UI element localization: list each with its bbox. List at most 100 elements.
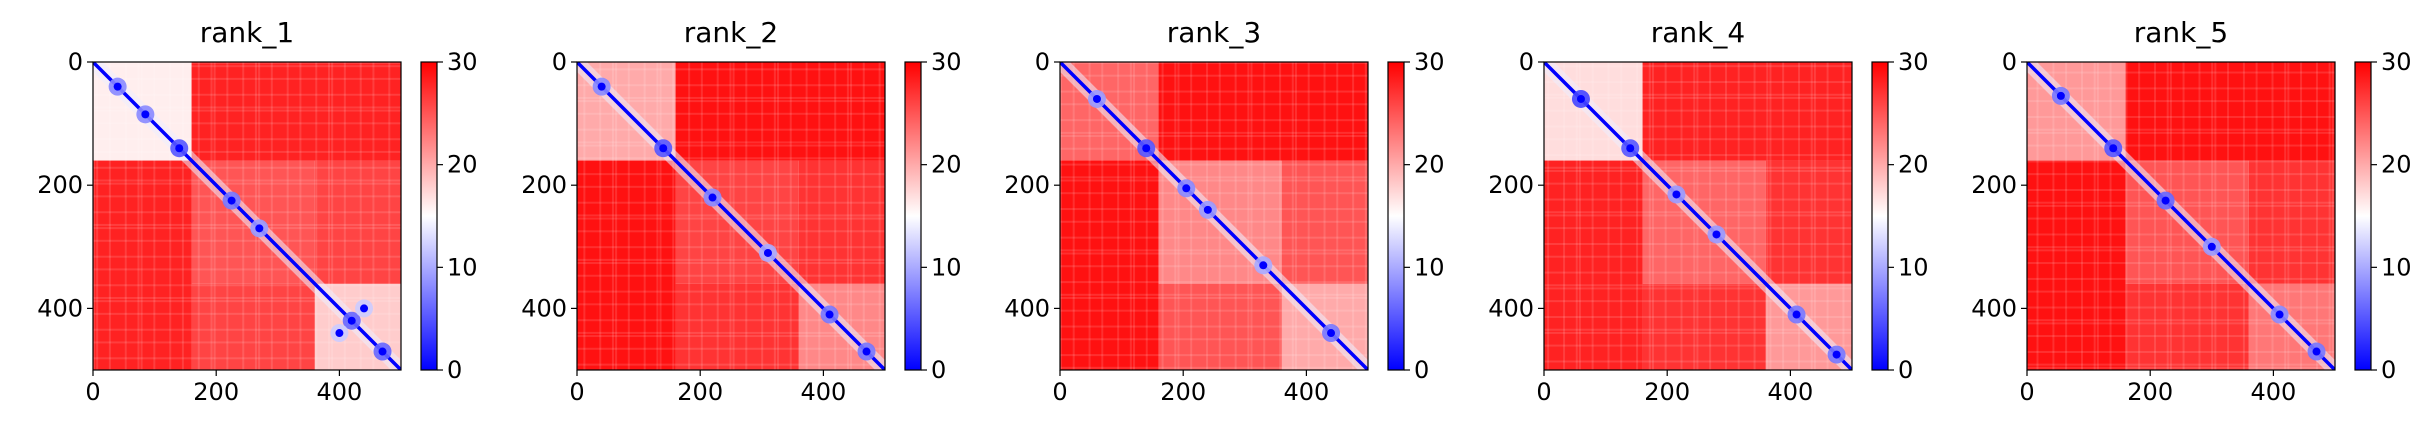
heatmap-streak (1782, 62, 1785, 370)
heatmap-streak (1544, 93, 1852, 96)
heatmap-streak (93, 312, 401, 315)
heatmap-streak (2027, 249, 2335, 252)
contact-spot-core (141, 110, 150, 119)
heatmap-streak (643, 62, 646, 370)
heatmap-streak (93, 77, 401, 80)
heatmap-streak (2027, 173, 2335, 176)
contact-spot-core (2207, 242, 2216, 251)
heatmap-streak (577, 363, 885, 366)
heatmap-streak (1060, 325, 1368, 328)
heatmap-streak (1060, 366, 1368, 369)
heatmap-block (577, 160, 676, 370)
heatmap-streak (1060, 176, 1368, 179)
axes-frame (2026, 61, 2336, 371)
heatmap-streak (1544, 331, 1852, 334)
contact-spot-core (862, 347, 871, 356)
heatmap-streak (577, 303, 885, 306)
heatmap-streak (1544, 300, 1852, 303)
y-tick-label: 200 (521, 171, 567, 199)
panel-title: rank_4 (1651, 16, 1745, 49)
y-tick-label: 400 (37, 294, 83, 322)
heatmap-streak (2036, 62, 2039, 370)
heatmap-streak (93, 93, 401, 96)
axes-frame (92, 61, 402, 371)
heatmap-streak (1766, 62, 1769, 370)
heatmap-streak (1544, 344, 1852, 347)
colorbar-tick-label: 10 (2381, 253, 2412, 281)
heatmap-streak (577, 173, 885, 176)
heatmap-streak (1234, 62, 1237, 370)
heatmap-streak (1547, 62, 1550, 370)
axes-frame (1543, 61, 1853, 371)
x-tick-label: 0 (85, 378, 100, 406)
colorbar-tick-label: 30 (2381, 48, 2412, 76)
heatmap-streak (1060, 90, 1368, 93)
heatmap-streak (1544, 81, 1852, 84)
contact-spot-core (255, 224, 264, 233)
contact-spot-core (2275, 310, 2284, 319)
heatmap-block (1158, 283, 1282, 370)
heatmap-streak (197, 62, 200, 370)
heatmap-streak (124, 62, 127, 370)
heatmap-cells (1060, 62, 1368, 370)
heatmap-streak (1060, 103, 1368, 106)
heatmap-streak (577, 246, 885, 249)
contact-spot-core (1712, 230, 1721, 239)
heatmap-streak (627, 62, 630, 370)
panel-title: rank_5 (2134, 16, 2228, 49)
heatmap-block (191, 62, 401, 161)
heatmap-streak (270, 62, 273, 370)
heatmap-streak (153, 62, 156, 370)
heatmap-streak (773, 62, 776, 370)
heatmap-streak (577, 96, 885, 99)
heatmap-streak (93, 182, 401, 185)
heatmap-streak (577, 144, 885, 147)
heatmap-streak (93, 122, 401, 125)
heatmap-streak (2255, 62, 2258, 370)
heatmap-streak (577, 157, 885, 160)
contact-spot-core (2161, 196, 2170, 205)
heatmap-panel-1: rank_1 0 200 400 0 200 400 0 10 20 30 (37, 16, 477, 406)
heatmap-block (1158, 62, 1368, 161)
heatmap-streak (2315, 62, 2318, 370)
heatmap-streak (2093, 62, 2096, 370)
heatmap-streak (93, 166, 401, 169)
heatmap-streak (213, 62, 216, 370)
heatmap-streak (1810, 62, 1813, 370)
heatmap-streak (745, 62, 748, 370)
heatmap-streak (577, 185, 885, 188)
heatmap-streak (2109, 62, 2112, 370)
heatmap-streak (2328, 62, 2331, 370)
heatmap-streak (1544, 138, 1852, 141)
contact-spot-core (1832, 350, 1841, 359)
heatmap-block (675, 283, 799, 370)
heatmap-streak (2027, 335, 2335, 338)
heatmap-streak (299, 62, 302, 370)
heatmap-streak (1648, 62, 1651, 370)
heatmap-streak (1636, 62, 1639, 370)
contact-spot-core (2056, 91, 2065, 100)
colorbar-tick-label: 30 (1898, 48, 1929, 76)
heatmap-streak (1291, 62, 1294, 370)
heatmap-streak (1680, 62, 1683, 370)
heatmap-streak (1060, 265, 1368, 268)
heatmap-streak (577, 262, 885, 265)
heatmap-cells (93, 62, 401, 370)
heatmap-streak (2027, 306, 2335, 309)
heatmap-panel-3: rank_3 0 200 400 0 200 400 0 10 20 30 (1004, 16, 1444, 406)
heatmap-streak (1544, 271, 1852, 274)
heatmap-streak (1060, 309, 1368, 312)
contact-spot-core (1092, 94, 1101, 103)
heatmap-streak (1060, 236, 1368, 239)
y-tick-label: 0 (68, 48, 83, 76)
heatmap-streak (93, 341, 401, 344)
heatmap-streak (1544, 255, 1852, 258)
heatmap-streak (1060, 354, 1368, 357)
colorbar (904, 61, 922, 371)
heatmap-streak (2271, 62, 2274, 370)
contact-spot-core (378, 347, 387, 356)
heatmap-streak (1060, 147, 1368, 150)
heatmap-streak (577, 274, 885, 277)
heatmap-streak (1117, 62, 1120, 370)
heatmap-streak (137, 62, 140, 370)
